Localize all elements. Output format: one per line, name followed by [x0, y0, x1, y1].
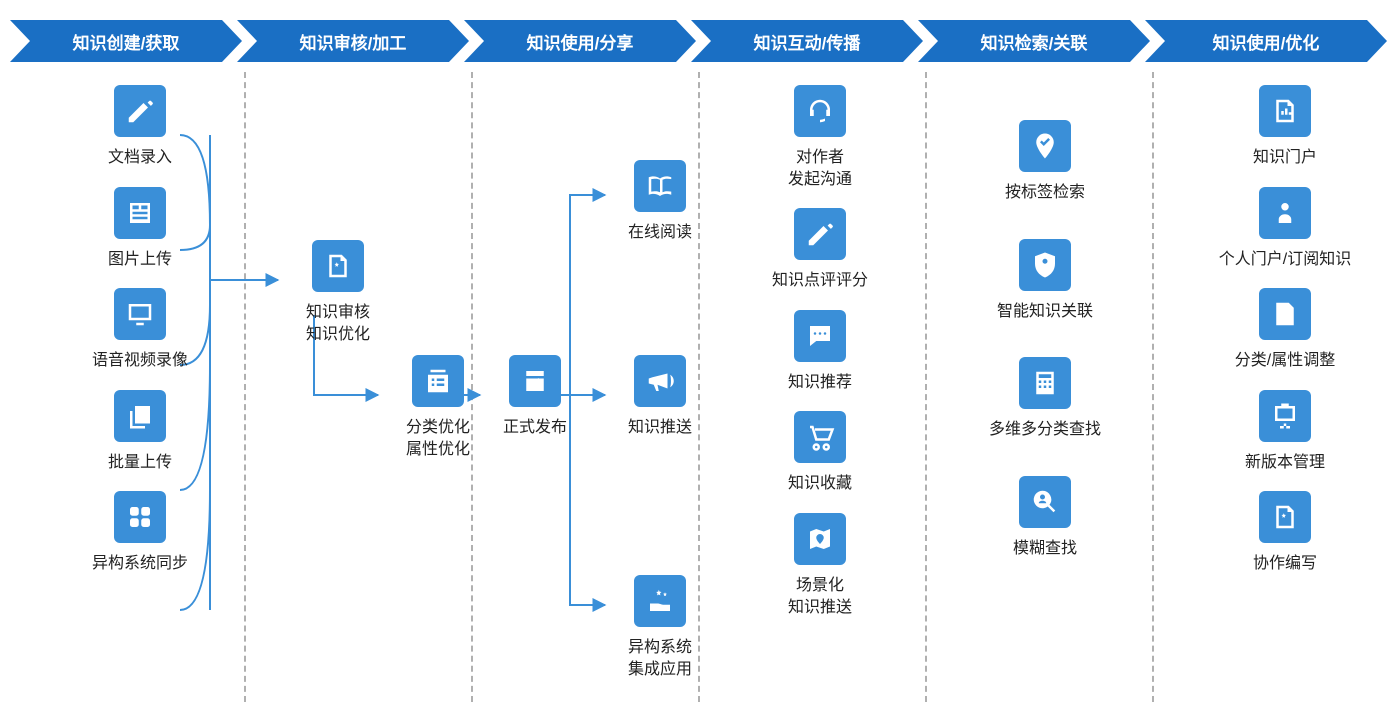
stage-title: 知识使用/分享 — [527, 29, 634, 54]
stage-title: 知识互动/传播 — [754, 29, 861, 54]
item-attr-adjust: 分类/属性调整 — [1190, 288, 1380, 372]
item-label: 新版本管理 — [1245, 452, 1325, 474]
item-label: 分类优化 属性优化 — [406, 417, 470, 460]
pincheck-icon — [1019, 120, 1071, 172]
gearshand-icon — [634, 575, 686, 627]
item-favorite: 知识收藏 — [740, 411, 900, 495]
item-portal: 知识门户 — [1190, 85, 1380, 169]
item-collab: 协作编写 — [1190, 491, 1380, 575]
item-scene-push: 场景化 知识推送 — [740, 513, 900, 618]
calculator-icon — [1019, 357, 1071, 409]
item-multi-classify: 多维多分类查找 — [955, 357, 1135, 441]
copy-icon — [114, 390, 166, 442]
item-label: 场景化 知识推送 — [788, 575, 852, 618]
item-label: 模糊查找 — [1013, 538, 1077, 560]
stage-arrow-3: 知识互动/传播 — [691, 20, 923, 62]
item-label: 正式发布 — [503, 417, 567, 439]
item-review-optimize: 知识审核 知识优化 — [288, 240, 388, 345]
item-smart-relate: 智能知识关联 — [955, 239, 1135, 323]
searchuser-icon — [1019, 476, 1071, 528]
item-label: 知识门户 — [1253, 147, 1317, 169]
column-creation: 文档录入 图片上传 语音视频录像 批量上传 异构系统同步 — [60, 85, 220, 593]
item-label: 异构系统 集成应用 — [628, 637, 692, 680]
item-label: 图片上传 — [108, 249, 172, 271]
checklist-icon — [412, 355, 464, 407]
stage-arrow-5: 知识使用/优化 — [1145, 20, 1387, 62]
stage-divider — [925, 72, 927, 702]
news-icon — [114, 187, 166, 239]
gearfile-icon — [312, 240, 364, 292]
item-hetero-sync: 异构系统同步 — [60, 491, 220, 575]
item-label: 文档录入 — [108, 147, 172, 169]
megaphone-icon — [634, 355, 686, 407]
book-icon — [634, 160, 686, 212]
item-label: 知识推荐 — [788, 372, 852, 394]
item-push: 知识推送 — [610, 355, 710, 439]
edit-icon — [794, 208, 846, 260]
item-rating: 知识点评评分 — [740, 208, 900, 292]
item-label: 知识收藏 — [788, 473, 852, 495]
item-fuzzy-search: 模糊查找 — [955, 476, 1135, 560]
stage-title: 知识审核/加工 — [300, 29, 407, 54]
item-recommend: 知识推荐 — [740, 310, 900, 394]
item-integration: 异构系统 集成应用 — [610, 575, 710, 680]
editfile-icon — [1259, 288, 1311, 340]
person-icon — [1259, 187, 1311, 239]
item-label: 批量上传 — [108, 452, 172, 474]
stage-title: 知识检索/关联 — [981, 29, 1088, 54]
item-tag-search: 按标签检索 — [955, 120, 1135, 204]
chartfile-icon — [1259, 85, 1311, 137]
stage-divider — [244, 72, 246, 702]
headset-icon — [794, 85, 846, 137]
column-review: 知识审核 知识优化 分类优化 属性优化 — [258, 85, 468, 685]
item-doc-entry: 文档录入 — [60, 85, 220, 169]
grid-icon — [114, 491, 166, 543]
item-label: 分类/属性调整 — [1235, 350, 1335, 372]
item-label: 多维多分类查找 — [989, 419, 1101, 441]
item-label: 语音视频录像 — [92, 350, 188, 372]
item-batch-upload: 批量上传 — [60, 390, 220, 474]
calcheck-icon — [509, 355, 561, 407]
stage-arrow-4: 知识检索/关联 — [918, 20, 1150, 62]
item-label: 按标签检索 — [1005, 182, 1085, 204]
stage-title: 知识创建/获取 — [73, 29, 180, 54]
edit-icon — [114, 85, 166, 137]
chat-icon — [794, 310, 846, 362]
mappin-icon — [794, 513, 846, 565]
item-label: 知识点评评分 — [772, 270, 868, 292]
item-label: 在线阅读 — [628, 222, 692, 244]
column-publish: 正式发布 在线阅读 知识推送 异构系统 集成应用 — [485, 85, 695, 705]
item-label: 个人门户/订阅知识 — [1219, 249, 1351, 271]
item-label: 智能知识关联 — [997, 301, 1093, 323]
column-search: 按标签检索 智能知识关联 多维多分类查找 模糊查找 — [955, 120, 1135, 594]
item-label: 异构系统同步 — [92, 553, 188, 575]
item-av-record: 语音视频录像 — [60, 288, 220, 372]
stage-arrow-2: 知识使用/分享 — [464, 20, 696, 62]
item-publish: 正式发布 — [485, 355, 585, 439]
item-online-read: 在线阅读 — [610, 160, 710, 244]
stage-title: 知识使用/优化 — [1213, 29, 1320, 54]
item-contact-author: 对作者 发起沟通 — [740, 85, 900, 190]
item-label: 知识推送 — [628, 417, 692, 439]
stage-arrow-banner: 知识创建/获取 知识审核/加工 知识使用/分享 知识互动/传播 知识检索/关联 … — [0, 20, 1397, 62]
item-label: 协作编写 — [1253, 553, 1317, 575]
gearfile-icon — [1259, 491, 1311, 543]
item-personal-portal: 个人门户/订阅知识 — [1190, 187, 1380, 271]
column-optimization: 知识门户 个人门户/订阅知识 分类/属性调整 新版本管理 协作编写 — [1190, 85, 1380, 593]
item-label: 对作者 发起沟通 — [788, 147, 852, 190]
stage-arrow-0: 知识创建/获取 — [10, 20, 242, 62]
present-icon — [1259, 390, 1311, 442]
shielduser-icon — [1019, 239, 1071, 291]
item-version: 新版本管理 — [1190, 390, 1380, 474]
cart-icon — [794, 411, 846, 463]
stage-arrow-1: 知识审核/加工 — [237, 20, 469, 62]
column-interaction: 对作者 发起沟通 知识点评评分 知识推荐 知识收藏 场景化 知识推送 — [740, 85, 900, 636]
item-label: 知识审核 知识优化 — [306, 302, 370, 345]
item-classify-attr: 分类优化 属性优化 — [388, 355, 488, 460]
stage-divider — [1152, 72, 1154, 702]
item-image-upload: 图片上传 — [60, 187, 220, 271]
monitor-icon — [114, 288, 166, 340]
